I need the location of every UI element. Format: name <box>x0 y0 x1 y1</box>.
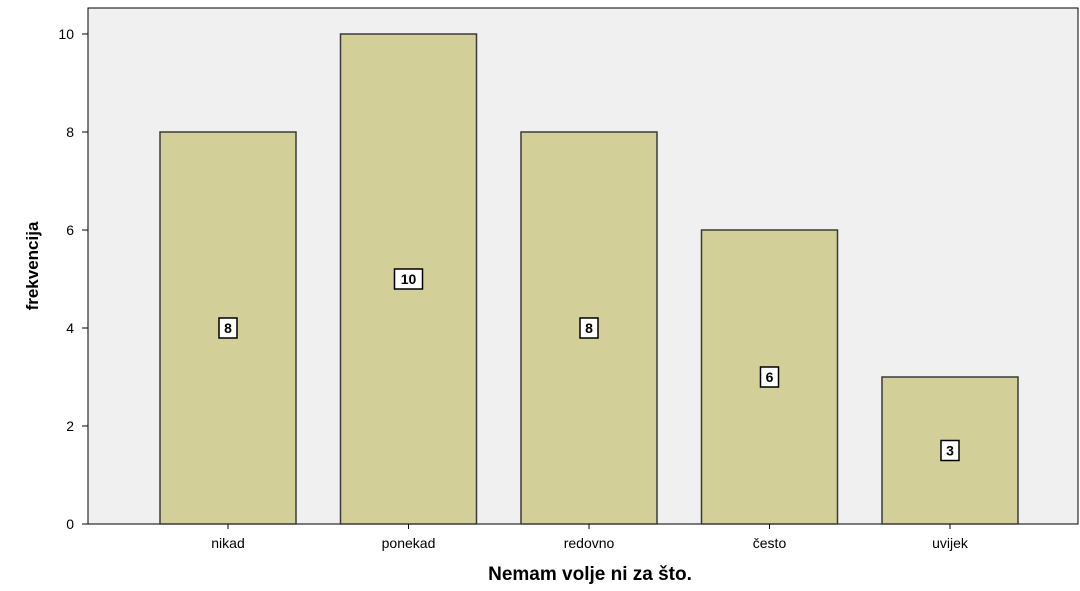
axes-layer: nikad ponekad redovno često uvijek 0 2 4 6 8 10 <box>58 26 968 551</box>
data-label-4: 6 <box>766 369 774 385</box>
data-label-box-1 <box>218 317 238 339</box>
x-tick-label-3: redovno <box>564 535 615 551</box>
data-label-3: 8 <box>585 320 593 336</box>
y-tick-label-4: 6 <box>66 222 74 238</box>
data-label-box-5 <box>940 439 960 462</box>
x-axis-title: Nemam volje ni za što. <box>488 564 692 585</box>
y-tick-label-1: 0 <box>66 516 74 532</box>
y-tick-label-5: 8 <box>66 124 74 140</box>
x-tick-label-4: često <box>753 535 787 551</box>
y-tick-label-6: 10 <box>58 26 74 42</box>
data-labels-layer: 8 10 8 6 3 <box>218 268 960 462</box>
data-label-5: 3 <box>946 443 954 459</box>
y-tick-label-2: 2 <box>66 418 74 434</box>
x-tick-label-5: uvijek <box>932 535 969 551</box>
x-tick-label-1: nikad <box>211 535 244 551</box>
x-tick-label-2: ponekad <box>382 535 436 551</box>
data-label-1: 8 <box>224 320 232 336</box>
data-label-box-3 <box>579 317 599 339</box>
data-label-2: 10 <box>401 271 417 287</box>
y-tick-label-3: 4 <box>66 320 74 336</box>
data-label-box-2 <box>393 268 424 290</box>
y-axis-title: frekvencija <box>23 221 42 310</box>
data-label-box-4 <box>759 366 780 388</box>
